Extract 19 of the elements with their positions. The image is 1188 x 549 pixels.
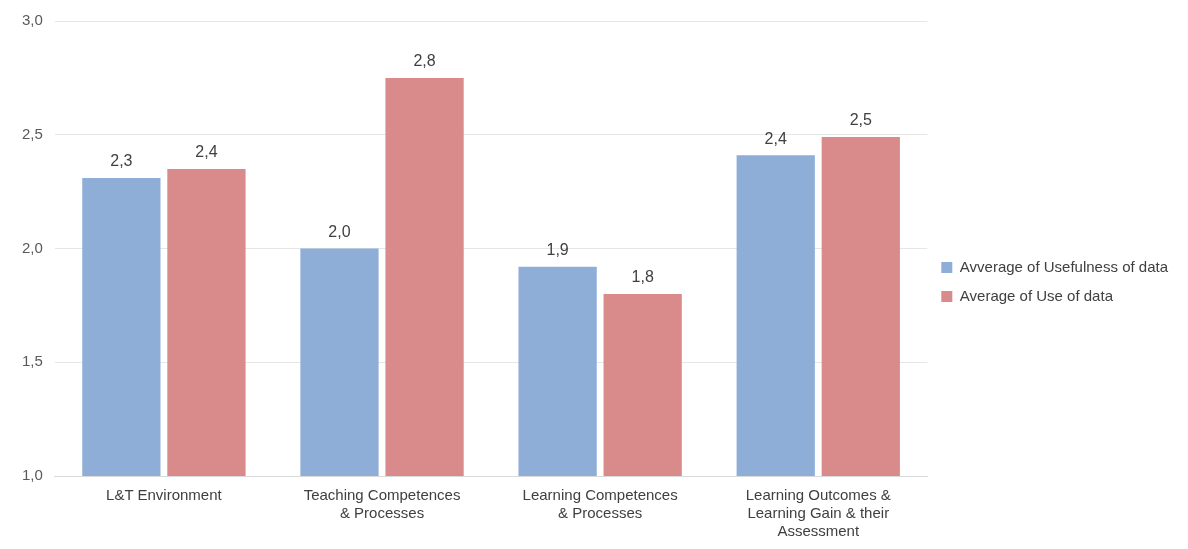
legend-label: Avverage of Usefulness of data	[959, 257, 1169, 275]
legend-label: Average of Use of data	[959, 286, 1114, 304]
data-label: 2,4	[195, 143, 218, 161]
data-label: 2,3	[110, 152, 133, 170]
y-tick-label: 2,5	[21, 124, 43, 142]
x-tick-label: Learning Competences & Processes	[522, 486, 678, 522]
data-label: 2,4	[764, 129, 787, 147]
data-label: 2,0	[328, 222, 351, 240]
x-tick-label: Learning Outcomes & Learning Gain & their Assessment	[745, 486, 891, 540]
data-label: 2,8	[413, 52, 436, 70]
data-label: 2,5	[849, 111, 873, 129]
x-tick-label: L&T Environment	[106, 486, 223, 504]
y-tick-label: 1,0	[21, 466, 43, 484]
y-tick-label: 2,0	[21, 238, 43, 256]
data-label: 1,8	[631, 268, 654, 286]
x-tick-label: Teaching Competences & Processes	[303, 486, 461, 522]
y-tick-label: 3,0	[21, 11, 43, 29]
y-tick-label: 1,5	[21, 352, 43, 370]
data-label: 1,9	[546, 241, 569, 259]
